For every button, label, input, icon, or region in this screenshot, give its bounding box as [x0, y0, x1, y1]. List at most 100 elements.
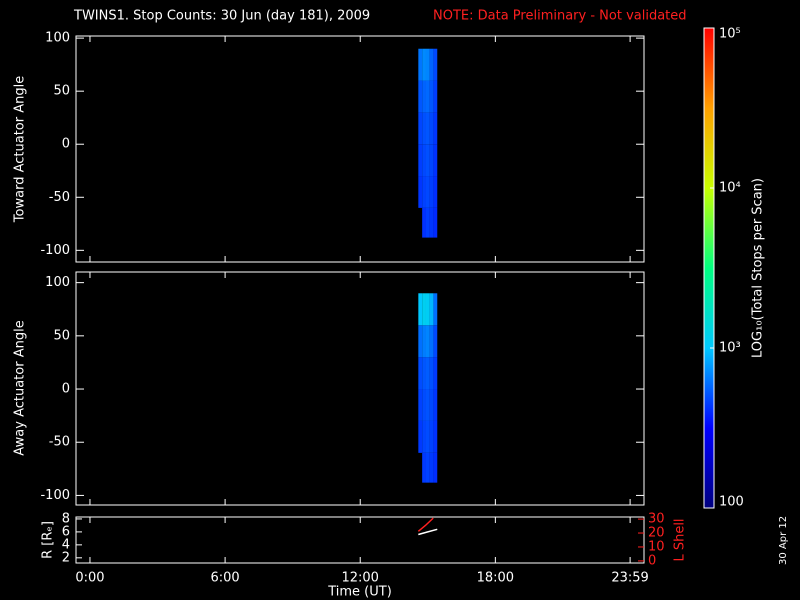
y-tick-label: 50: [53, 84, 70, 99]
heatmap-cell: [418, 420, 423, 453]
heatmap-cell: [422, 207, 426, 238]
heatmap-cell: [429, 112, 434, 145]
x-tick-label: 12:00: [341, 571, 378, 586]
heatmap-cell: [422, 48, 426, 81]
y-tick-label: 4: [62, 537, 70, 552]
heatmap-cell: [422, 144, 426, 177]
heatmap-cell: [422, 420, 426, 453]
heatmap-cell: [425, 420, 430, 453]
note: NOTE: Data Preliminary - Not validated: [433, 9, 687, 24]
y-tick-label: 50: [53, 328, 70, 343]
heatmap-cell: [433, 80, 438, 113]
heatmap-cell: [433, 325, 438, 358]
heatmap-cell: [425, 207, 430, 238]
y-tick-label: 2: [62, 550, 70, 565]
heatmap-cell: [418, 144, 423, 177]
y-tick-label: -100: [40, 488, 70, 503]
heatmap-cell: [429, 80, 434, 113]
y-axis-title: Toward Actuator Angle: [13, 76, 28, 223]
heatmap-cell: [433, 207, 438, 238]
colorbar: [704, 28, 714, 508]
heatmap-cell: [429, 293, 434, 326]
y2-tick-label: 10: [648, 539, 665, 554]
x-tick-label: 6:00: [210, 571, 239, 586]
heatmap-cell: [422, 325, 426, 358]
x-tick-label: 0:00: [75, 571, 104, 586]
x-tick-label: 18:00: [477, 571, 514, 586]
heatmap-cell: [425, 389, 430, 421]
y2-tick-label: 20: [648, 526, 665, 541]
heatmap-cell: [433, 293, 438, 326]
y-tick-label: -50: [49, 190, 70, 205]
heatmap-cell: [418, 325, 423, 358]
colorbar-frame: [703, 27, 715, 509]
heatmap-cell: [433, 48, 438, 81]
heatmap-cell: [429, 176, 434, 208]
heatmap-cell: [425, 80, 430, 113]
line-series: [418, 528, 438, 536]
heatmap-cell: [425, 452, 430, 483]
heatmap-cell: [425, 325, 430, 358]
y-tick-label: -50: [49, 435, 70, 450]
heatmap-cell: [425, 144, 430, 177]
heatmap-cell: [433, 420, 438, 453]
heatmap-cell: [429, 420, 434, 453]
y-tick-label: 100: [45, 275, 70, 290]
heatmap-cell: [429, 389, 434, 421]
x-axis-title: Time (UT): [327, 585, 392, 600]
colorbar-tick-label: 10⁵: [719, 27, 741, 42]
heatmap-cell: [418, 176, 423, 208]
heatmap-cell: [433, 357, 438, 390]
heatmap-cell: [422, 80, 426, 113]
y-tick-label: 0: [62, 382, 70, 397]
heatmap-cell: [418, 112, 423, 145]
y2-tick-label: 0: [648, 553, 656, 568]
y-tick-label: 6: [62, 524, 70, 539]
y-tick-label: 0: [62, 137, 70, 152]
y-tick-label: -100: [40, 243, 70, 258]
y-tick-label: 8: [62, 511, 70, 526]
colorbar-tick-label: 10³: [719, 341, 741, 356]
heatmap-cell: [418, 389, 423, 421]
heatmap-cell: [433, 144, 438, 177]
heatmap-cell: [429, 325, 434, 358]
y2-axis-title: L Shell: [673, 518, 688, 561]
y-axis-title: R [Rₑ]: [41, 521, 56, 559]
y-tick-label: 100: [45, 31, 70, 46]
heatmap-cell: [429, 452, 434, 483]
heatmap-cell: [425, 112, 430, 145]
chart-title: TWINS1. Stop Counts: 30 Jun (day 181), 2…: [73, 9, 370, 24]
heatmap-cell: [422, 357, 426, 390]
colorbar-tick-label: 10⁴: [719, 181, 741, 196]
colorbar-tick-label: 100: [719, 495, 744, 510]
heatmap-cell: [429, 48, 434, 81]
colorbar-title: LOG₁₀(Total Stops per Scan): [751, 178, 766, 358]
heatmap-cell: [422, 293, 426, 326]
heatmap-cell: [418, 357, 423, 390]
side-date: 30 Apr 12: [778, 516, 789, 565]
y-axis-title: Away Actuator Angle: [13, 320, 28, 455]
heatmap-cell: [418, 48, 423, 81]
heatmap-cell: [429, 357, 434, 390]
heatmap-cell: [425, 176, 430, 208]
heatmap-cell: [433, 389, 438, 421]
heatmap-cell: [422, 176, 426, 208]
heatmap-cell: [429, 207, 434, 238]
heatmap-cell: [433, 112, 438, 145]
heatmap-cell: [422, 452, 426, 483]
heatmap-cell: [418, 80, 423, 113]
heatmap-cell: [433, 176, 438, 208]
line-series: [417, 517, 434, 532]
heatmap-cell: [418, 293, 423, 326]
heatmap-cell: [433, 452, 438, 483]
heatmap-cell: [425, 48, 430, 81]
y2-tick-label: 30: [648, 512, 665, 527]
heatmap-cell: [425, 293, 430, 326]
x-tick-label: 23:59: [611, 571, 648, 586]
heatmap-cell: [422, 112, 426, 145]
heatmap-cell: [429, 144, 434, 177]
heatmap-cell: [422, 389, 426, 421]
